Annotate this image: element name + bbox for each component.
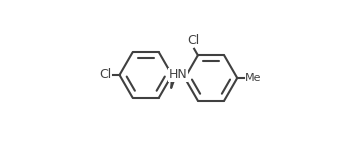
Text: HN: HN	[169, 69, 187, 81]
Text: Cl: Cl	[187, 34, 199, 47]
Text: Me: Me	[245, 73, 261, 83]
Text: Cl: Cl	[100, 69, 112, 81]
